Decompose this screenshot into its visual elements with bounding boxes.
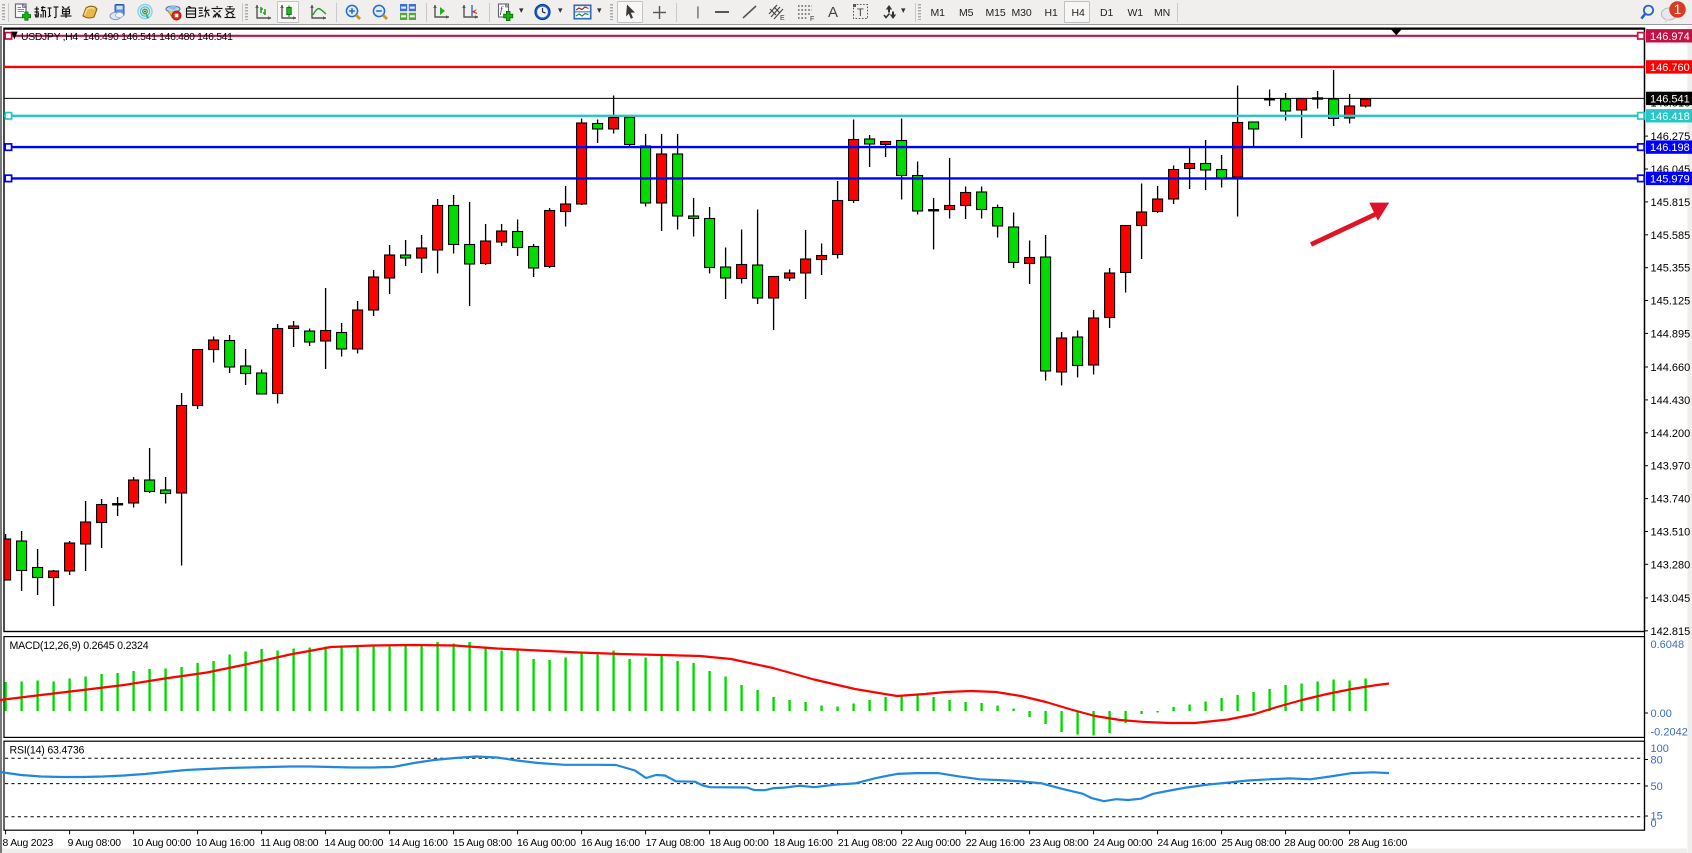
svg-text:f: f xyxy=(500,5,504,15)
svg-text:9 Aug 08:00: 9 Aug 08:00 xyxy=(68,838,122,849)
svg-text:146.418: 146.418 xyxy=(1650,111,1690,123)
svg-text:1: 1 xyxy=(1674,2,1682,17)
svg-text:28 Aug 16:00: 28 Aug 16:00 xyxy=(1348,838,1407,849)
svg-text:21 Aug 08:00: 21 Aug 08:00 xyxy=(838,838,897,849)
svg-text:17 Aug 08:00: 17 Aug 08:00 xyxy=(646,838,705,849)
svg-text:145.585: 145.585 xyxy=(1651,230,1691,242)
svg-text:MACD(12,26,9) 0.2645 0.2324: MACD(12,26,9) 0.2645 0.2324 xyxy=(10,640,149,652)
svg-text:0.00: 0.00 xyxy=(1651,708,1672,720)
svg-text:24 Aug 16:00: 24 Aug 16:00 xyxy=(1157,838,1216,849)
svg-text:22 Aug 00:00: 22 Aug 00:00 xyxy=(902,838,961,849)
svg-text:11 Aug 08:00: 11 Aug 08:00 xyxy=(260,838,318,849)
svg-text:15 Aug 08:00: 15 Aug 08:00 xyxy=(453,838,512,849)
svg-text:T: T xyxy=(857,7,864,19)
svg-text:23 Aug 08:00: 23 Aug 08:00 xyxy=(1030,838,1089,849)
svg-text:50: 50 xyxy=(1651,781,1663,793)
svg-text:144.895: 144.895 xyxy=(1651,328,1691,340)
svg-text:145.125: 145.125 xyxy=(1651,296,1691,308)
svg-text:F: F xyxy=(810,16,814,22)
svg-text:145.815: 145.815 xyxy=(1651,197,1691,209)
svg-text:143.970: 143.970 xyxy=(1651,461,1691,473)
svg-text:14 Aug 00:00: 14 Aug 00:00 xyxy=(324,838,383,849)
svg-text:143.045: 143.045 xyxy=(1651,593,1691,605)
svg-text:146.760: 146.760 xyxy=(1650,62,1690,74)
svg-text:10 Aug 16:00: 10 Aug 16:00 xyxy=(196,838,255,849)
svg-text:0.6048: 0.6048 xyxy=(1651,639,1685,651)
svg-text:USDJPY ,H4 146.490 146.541 14: USDJPY ,H4 146.490 146.541 146.480 146.5… xyxy=(21,32,233,43)
svg-text:146.541: 146.541 xyxy=(1650,94,1690,106)
svg-text:145.355: 145.355 xyxy=(1651,263,1691,275)
svg-text:100: 100 xyxy=(1651,743,1669,755)
svg-text:146.974: 146.974 xyxy=(1650,31,1690,43)
svg-text:144.660: 144.660 xyxy=(1651,362,1691,374)
svg-text:22 Aug 16:00: 22 Aug 16:00 xyxy=(966,838,1025,849)
svg-text:142.815: 142.815 xyxy=(1651,626,1691,638)
svg-text:14 Aug 16:00: 14 Aug 16:00 xyxy=(389,838,448,849)
svg-text:144.430: 144.430 xyxy=(1651,395,1691,407)
svg-text:E: E xyxy=(780,15,785,22)
svg-text:146.198: 146.198 xyxy=(1650,142,1690,154)
svg-text:143.510: 143.510 xyxy=(1651,527,1691,539)
svg-text:18 Aug 00:00: 18 Aug 00:00 xyxy=(710,838,769,849)
svg-text:RSI(14) 63.4736: RSI(14) 63.4736 xyxy=(10,744,85,756)
svg-text:28 Aug 00:00: 28 Aug 00:00 xyxy=(1284,838,1343,849)
svg-text:144.200: 144.200 xyxy=(1651,428,1691,440)
svg-text:10 Aug 00:00: 10 Aug 00:00 xyxy=(132,838,191,849)
svg-text:0: 0 xyxy=(1651,818,1657,830)
svg-text:16 Aug 00:00: 16 Aug 00:00 xyxy=(517,838,576,849)
svg-text:146.275: 146.275 xyxy=(1651,131,1691,143)
svg-text:145.979: 145.979 xyxy=(1650,174,1690,186)
svg-text:24 Aug 00:00: 24 Aug 00:00 xyxy=(1094,838,1153,849)
svg-text:8 Aug 2023: 8 Aug 2023 xyxy=(3,838,54,849)
svg-text:18 Aug 16:00: 18 Aug 16:00 xyxy=(774,838,833,849)
svg-text:143.280: 143.280 xyxy=(1651,559,1691,571)
svg-text:15: 15 xyxy=(1651,811,1663,823)
svg-text:143.740: 143.740 xyxy=(1651,494,1691,506)
svg-text:25 Aug 08:00: 25 Aug 08:00 xyxy=(1221,838,1280,849)
svg-text:-0.2042: -0.2042 xyxy=(1651,727,1688,739)
svg-text:80: 80 xyxy=(1651,754,1663,766)
svg-text:16 Aug 16:00: 16 Aug 16:00 xyxy=(581,838,640,849)
